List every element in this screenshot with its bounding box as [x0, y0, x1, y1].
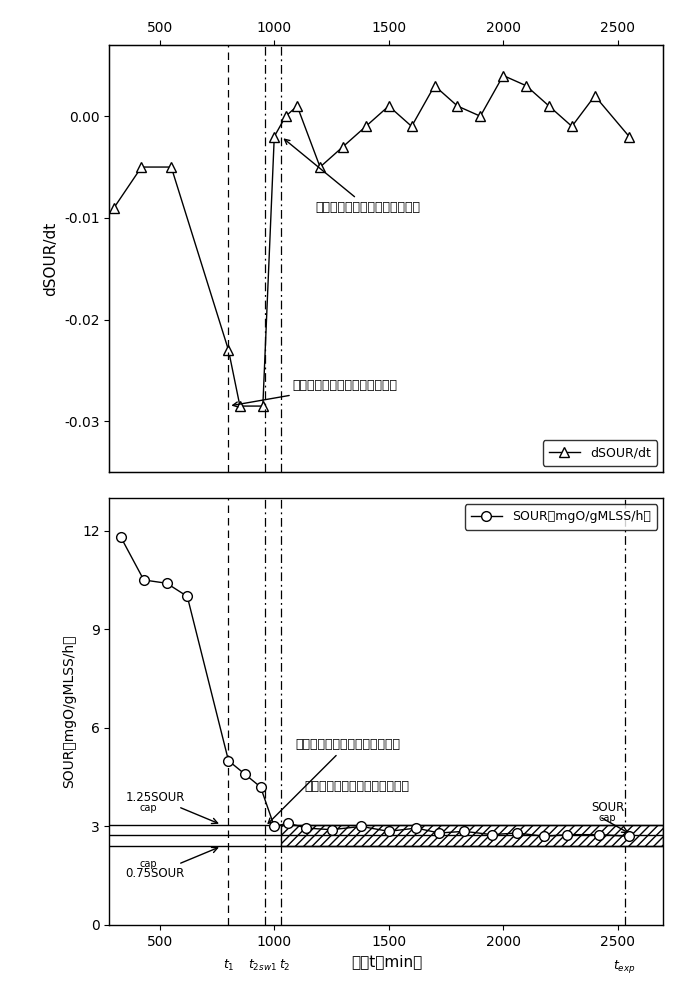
dSOUR/dt [362, 120, 370, 132]
dSOUR/dt [476, 110, 484, 122]
Text: 慢速可生物降解污染物降解完成: 慢速可生物降解污染物降解完成 [285, 139, 421, 214]
SOUR（mgO/gMLSS/h） [384, 825, 393, 837]
SOUR（mgO/gMLSS/h） [328, 824, 336, 836]
Text: $t_{exp}$: $t_{exp}$ [614, 958, 636, 975]
dSOUR/dt [293, 100, 301, 112]
SOUR（mgO/gMLSS/h） [357, 820, 365, 832]
dSOUR/dt [591, 90, 599, 102]
dSOUR/dt [339, 141, 347, 153]
SOUR（mgO/gMLSS/h） [460, 825, 469, 837]
SOUR（mgO/gMLSS/h） [256, 781, 265, 793]
Line: SOUR（mgO/gMLSS/h）: SOUR（mgO/gMLSS/h） [116, 532, 634, 841]
dSOUR/dt [259, 400, 267, 412]
SOUR（mgO/gMLSS/h） [563, 829, 571, 841]
dSOUR/dt [408, 120, 416, 132]
Y-axis label: dSOUR/dt: dSOUR/dt [44, 221, 59, 296]
Bar [281, 825, 663, 846]
dSOUR/dt [522, 80, 530, 92]
dSOUR/dt [568, 120, 576, 132]
SOUR（mgO/gMLSS/h） [117, 531, 125, 543]
dSOUR/dt [224, 344, 233, 356]
Text: $t_2$: $t_2$ [279, 958, 290, 973]
dSOUR/dt [137, 161, 146, 173]
dSOUR/dt [499, 70, 508, 82]
SOUR（mgO/gMLSS/h） [625, 830, 633, 842]
dSOUR/dt [545, 100, 553, 112]
Text: $t_1$: $t_1$ [223, 958, 235, 973]
dSOUR/dt [282, 110, 290, 122]
dSOUR/dt [167, 161, 175, 173]
Text: cap: cap [140, 803, 157, 813]
Text: 0.75SOUR: 0.75SOUR [125, 867, 185, 880]
SOUR（mgO/gMLSS/h） [540, 830, 549, 842]
Legend: dSOUR/dt: dSOUR/dt [542, 440, 657, 466]
SOUR（mgO/gMLSS/h） [412, 822, 421, 834]
SOUR（mgO/gMLSS/h） [284, 817, 292, 829]
SOUR（mgO/gMLSS/h） [270, 820, 278, 832]
Text: 快速可生物降解污染物降解完成: 快速可生物降解污染物降解完成 [268, 738, 400, 823]
dSOUR/dt [453, 100, 462, 112]
Text: 快速可生物降解污染物降解完成: 快速可生物降解污染物降解完成 [233, 379, 397, 407]
SOUR（mgO/gMLSS/h） [140, 574, 148, 586]
SOUR（mgO/gMLSS/h） [595, 829, 603, 841]
Text: 慢速可生物降解污染物降解完成: 慢速可生物降解污染物降解完成 [304, 780, 409, 793]
Text: cap: cap [140, 859, 157, 869]
dSOUR/dt [270, 131, 278, 143]
dSOUR/dt [625, 131, 633, 143]
SOUR（mgO/gMLSS/h） [435, 827, 443, 839]
SOUR（mgO/gMLSS/h） [302, 822, 311, 834]
X-axis label: 时间t（min）: 时间t（min） [351, 954, 422, 969]
SOUR（mgO/gMLSS/h） [163, 577, 171, 589]
Text: 1.25SOUR: 1.25SOUR [125, 791, 185, 804]
SOUR（mgO/gMLSS/h） [183, 590, 192, 602]
Text: SOUR: SOUR [592, 801, 624, 814]
dSOUR/dt [430, 80, 438, 92]
Text: $t_{2sw1}$: $t_{2sw1}$ [248, 958, 277, 973]
dSOUR/dt [236, 400, 244, 412]
SOUR（mgO/gMLSS/h） [240, 768, 248, 780]
dSOUR/dt [384, 100, 393, 112]
Line: dSOUR/dt: dSOUR/dt [109, 71, 634, 411]
Text: cap: cap [598, 813, 616, 823]
Legend: SOUR（mgO/gMLSS/h）: SOUR（mgO/gMLSS/h） [464, 504, 657, 530]
SOUR（mgO/gMLSS/h） [488, 829, 496, 841]
SOUR（mgO/gMLSS/h） [224, 755, 233, 767]
dSOUR/dt [316, 161, 324, 173]
Y-axis label: SOUR（mgO/gMLSS/h）: SOUR（mgO/gMLSS/h） [62, 635, 77, 788]
SOUR（mgO/gMLSS/h） [513, 827, 521, 839]
dSOUR/dt [110, 202, 118, 214]
